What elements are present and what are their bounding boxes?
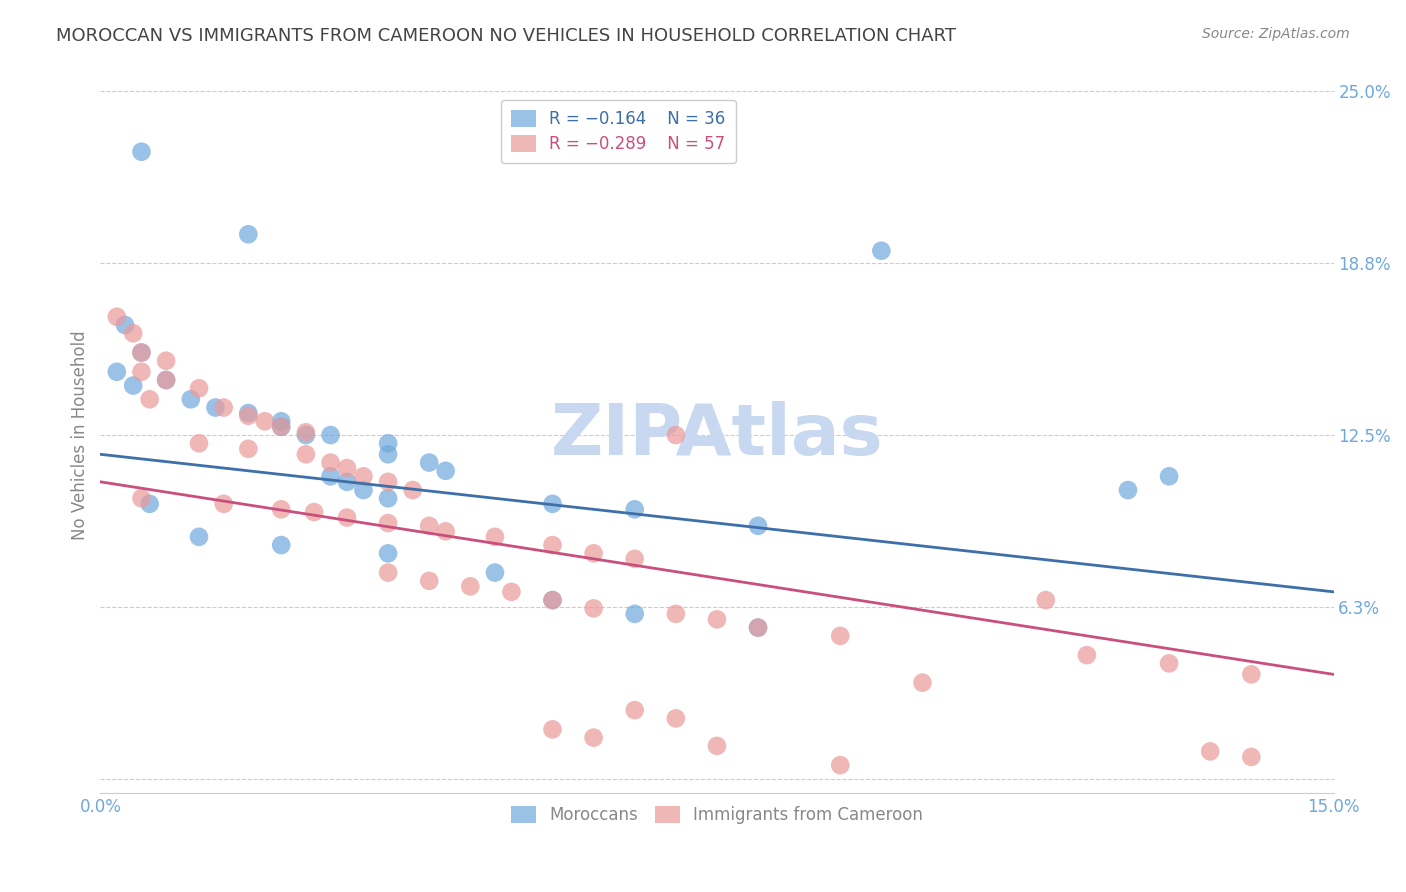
Point	[270, 538, 292, 552]
Point	[131, 365, 153, 379]
Point	[665, 607, 688, 621]
Point	[155, 373, 177, 387]
Point	[253, 414, 276, 428]
Point	[204, 401, 226, 415]
Point	[155, 373, 177, 387]
Point	[1199, 744, 1222, 758]
Point	[319, 456, 342, 470]
Point	[402, 483, 425, 497]
Point	[1240, 667, 1263, 681]
Y-axis label: No Vehicles in Household: No Vehicles in Household	[72, 330, 89, 540]
Point	[188, 530, 211, 544]
Point	[180, 392, 202, 407]
Point	[377, 491, 399, 506]
Point	[295, 447, 318, 461]
Point	[302, 505, 325, 519]
Point	[131, 491, 153, 506]
Point	[434, 464, 457, 478]
Point	[911, 675, 934, 690]
Point	[212, 497, 235, 511]
Point	[706, 612, 728, 626]
Point	[295, 428, 318, 442]
Point	[270, 414, 292, 428]
Point	[1116, 483, 1139, 497]
Point	[105, 310, 128, 324]
Point	[541, 538, 564, 552]
Point	[336, 475, 359, 489]
Point	[1035, 593, 1057, 607]
Point	[352, 483, 374, 497]
Point	[377, 436, 399, 450]
Point	[1240, 750, 1263, 764]
Point	[458, 579, 481, 593]
Point	[270, 419, 292, 434]
Point	[582, 731, 605, 745]
Point	[377, 516, 399, 530]
Point	[377, 475, 399, 489]
Point	[747, 621, 769, 635]
Point	[665, 428, 688, 442]
Point	[582, 601, 605, 615]
Point	[1076, 648, 1098, 662]
Point	[155, 353, 177, 368]
Point	[238, 442, 260, 456]
Point	[270, 419, 292, 434]
Point	[870, 244, 893, 258]
Legend: Moroccans, Immigrants from Cameroon: Moroccans, Immigrants from Cameroon	[501, 797, 934, 834]
Text: ZIPAtlas: ZIPAtlas	[551, 401, 883, 469]
Point	[623, 703, 645, 717]
Point	[131, 345, 153, 359]
Point	[541, 497, 564, 511]
Point	[418, 574, 440, 588]
Point	[623, 551, 645, 566]
Point	[238, 406, 260, 420]
Point	[188, 436, 211, 450]
Point	[830, 758, 852, 772]
Point	[188, 381, 211, 395]
Point	[238, 409, 260, 423]
Point	[706, 739, 728, 753]
Point	[212, 401, 235, 415]
Point	[138, 392, 160, 407]
Point	[377, 566, 399, 580]
Point	[1159, 469, 1181, 483]
Point	[122, 378, 145, 392]
Text: Source: ZipAtlas.com: Source: ZipAtlas.com	[1202, 27, 1350, 41]
Point	[434, 524, 457, 539]
Point	[1159, 657, 1181, 671]
Point	[270, 502, 292, 516]
Point	[418, 456, 440, 470]
Point	[582, 546, 605, 560]
Point	[105, 365, 128, 379]
Point	[377, 447, 399, 461]
Point	[238, 227, 260, 242]
Point	[501, 585, 523, 599]
Point	[295, 425, 318, 440]
Point	[484, 566, 506, 580]
Point	[541, 593, 564, 607]
Point	[336, 510, 359, 524]
Point	[623, 502, 645, 516]
Point	[541, 593, 564, 607]
Point	[623, 607, 645, 621]
Point	[138, 497, 160, 511]
Point	[747, 621, 769, 635]
Point	[418, 518, 440, 533]
Point	[114, 318, 136, 332]
Text: MOROCCAN VS IMMIGRANTS FROM CAMEROON NO VEHICLES IN HOUSEHOLD CORRELATION CHART: MOROCCAN VS IMMIGRANTS FROM CAMEROON NO …	[56, 27, 956, 45]
Point	[131, 145, 153, 159]
Point	[541, 723, 564, 737]
Point	[352, 469, 374, 483]
Point	[377, 546, 399, 560]
Point	[319, 428, 342, 442]
Point	[319, 469, 342, 483]
Point	[830, 629, 852, 643]
Point	[122, 326, 145, 341]
Point	[665, 711, 688, 725]
Point	[484, 530, 506, 544]
Point	[336, 461, 359, 475]
Point	[747, 518, 769, 533]
Point	[131, 345, 153, 359]
